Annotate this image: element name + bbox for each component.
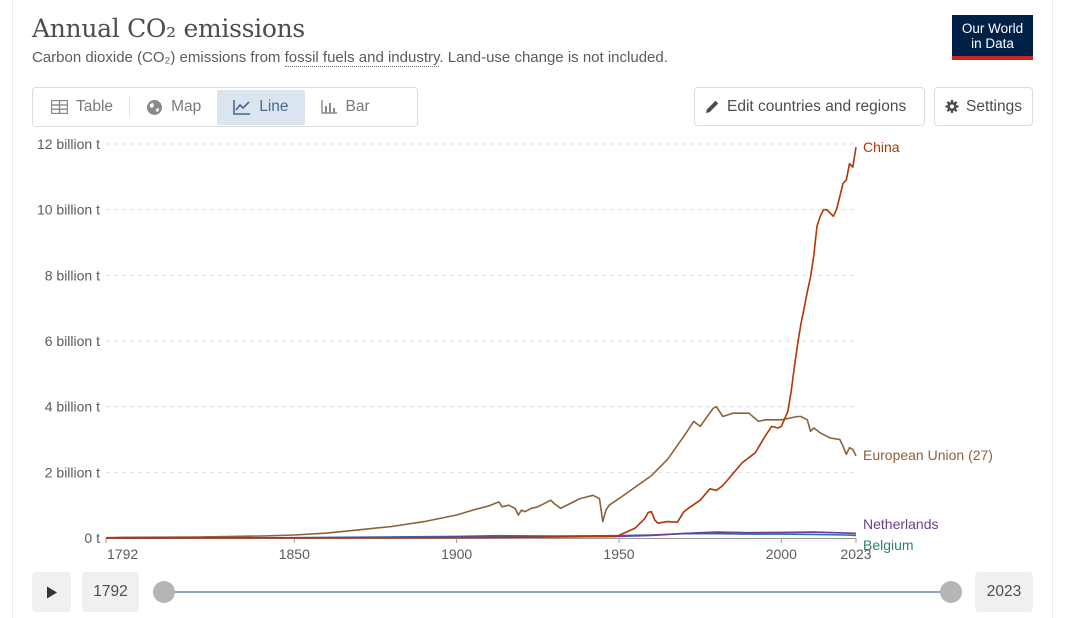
start-year-box[interactable]: 1792 xyxy=(82,572,139,612)
y-tick-label: 6 billion t xyxy=(45,333,100,349)
series-label-european-union-27[interactable]: European Union (27) xyxy=(863,447,993,463)
x-tick-label: 1900 xyxy=(441,546,472,562)
tab-bar-label: Bar xyxy=(345,98,370,115)
x-tick-label: 1950 xyxy=(603,546,634,562)
x-tick-label: 1792 xyxy=(107,546,138,562)
y-tick-label: 10 billion t xyxy=(37,202,100,218)
tab-table[interactable]: Table xyxy=(35,90,129,125)
timeline-start-handle[interactable] xyxy=(153,581,175,603)
bar-chart-icon xyxy=(320,100,337,114)
x-tick-label: 1850 xyxy=(279,546,310,562)
timeline: 1792 2023 xyxy=(0,570,1067,614)
gear-icon xyxy=(945,99,959,114)
y-tick-label: 0 t xyxy=(84,530,100,546)
line-chart-icon xyxy=(233,99,251,115)
chart-subtitle: Carbon dioxide (CO₂) emissions from foss… xyxy=(32,49,668,67)
line-chart: 0 t 2 billion t 4 billion t 6 billion t 8 bi… xyxy=(37,136,993,562)
series-label-netherlands[interactable]: Netherlands xyxy=(863,516,939,532)
x-tick-label: 2023 xyxy=(840,546,871,562)
settings-button[interactable]: Settings xyxy=(934,87,1033,126)
logo-line2: in Data xyxy=(971,36,1014,51)
edit-countries-button[interactable]: Edit countries and regions xyxy=(694,87,925,126)
play-icon xyxy=(46,586,57,598)
subtitle-text: Carbon dioxide (CO₂) emissions from xyxy=(32,49,285,66)
y-tick-label: 12 billion t xyxy=(37,136,100,152)
end-year-box[interactable]: 2023 xyxy=(975,572,1033,612)
y-tick-label: 2 billion t xyxy=(45,464,100,480)
timeline-track[interactable] xyxy=(164,591,951,593)
series-label-belgium[interactable]: Belgium xyxy=(863,537,914,553)
series-line-european-union-27[interactable] xyxy=(105,405,857,539)
x-tick-label: 2000 xyxy=(766,546,797,562)
owid-logo[interactable]: Our World in Data xyxy=(952,15,1033,60)
chart-frame xyxy=(12,0,1053,618)
globe-icon xyxy=(147,99,163,115)
pencil-icon xyxy=(706,100,719,113)
tab-map[interactable]: Map xyxy=(130,90,217,125)
view-tabs: Table Map Line Bar xyxy=(32,87,418,127)
settings-label: Settings xyxy=(965,97,1022,115)
tab-line-label: Line xyxy=(259,98,289,115)
y-tick-label: 4 billion t xyxy=(45,399,100,415)
series-label-china[interactable]: China xyxy=(863,139,900,155)
y-tick-label: 8 billion t xyxy=(45,267,100,283)
tab-line[interactable]: Line xyxy=(217,89,305,125)
edit-countries-label: Edit countries and regions xyxy=(727,97,907,115)
subtitle-link[interactable]: fossil fuels and industry xyxy=(284,49,440,67)
tab-table-label: Table xyxy=(76,98,114,115)
logo-line1: Our World xyxy=(961,21,1024,36)
table-icon xyxy=(51,100,68,114)
tab-map-label: Map xyxy=(171,98,202,115)
series-line-china[interactable] xyxy=(105,147,857,539)
subtitle-text-end: . Land-use change is not included. xyxy=(439,49,668,66)
play-button[interactable] xyxy=(32,572,71,612)
timeline-end-handle[interactable] xyxy=(940,581,962,603)
tab-separator xyxy=(129,97,131,117)
chart-title: Annual CO₂ emissions xyxy=(32,14,305,43)
tab-bar[interactable]: Bar xyxy=(305,90,386,125)
